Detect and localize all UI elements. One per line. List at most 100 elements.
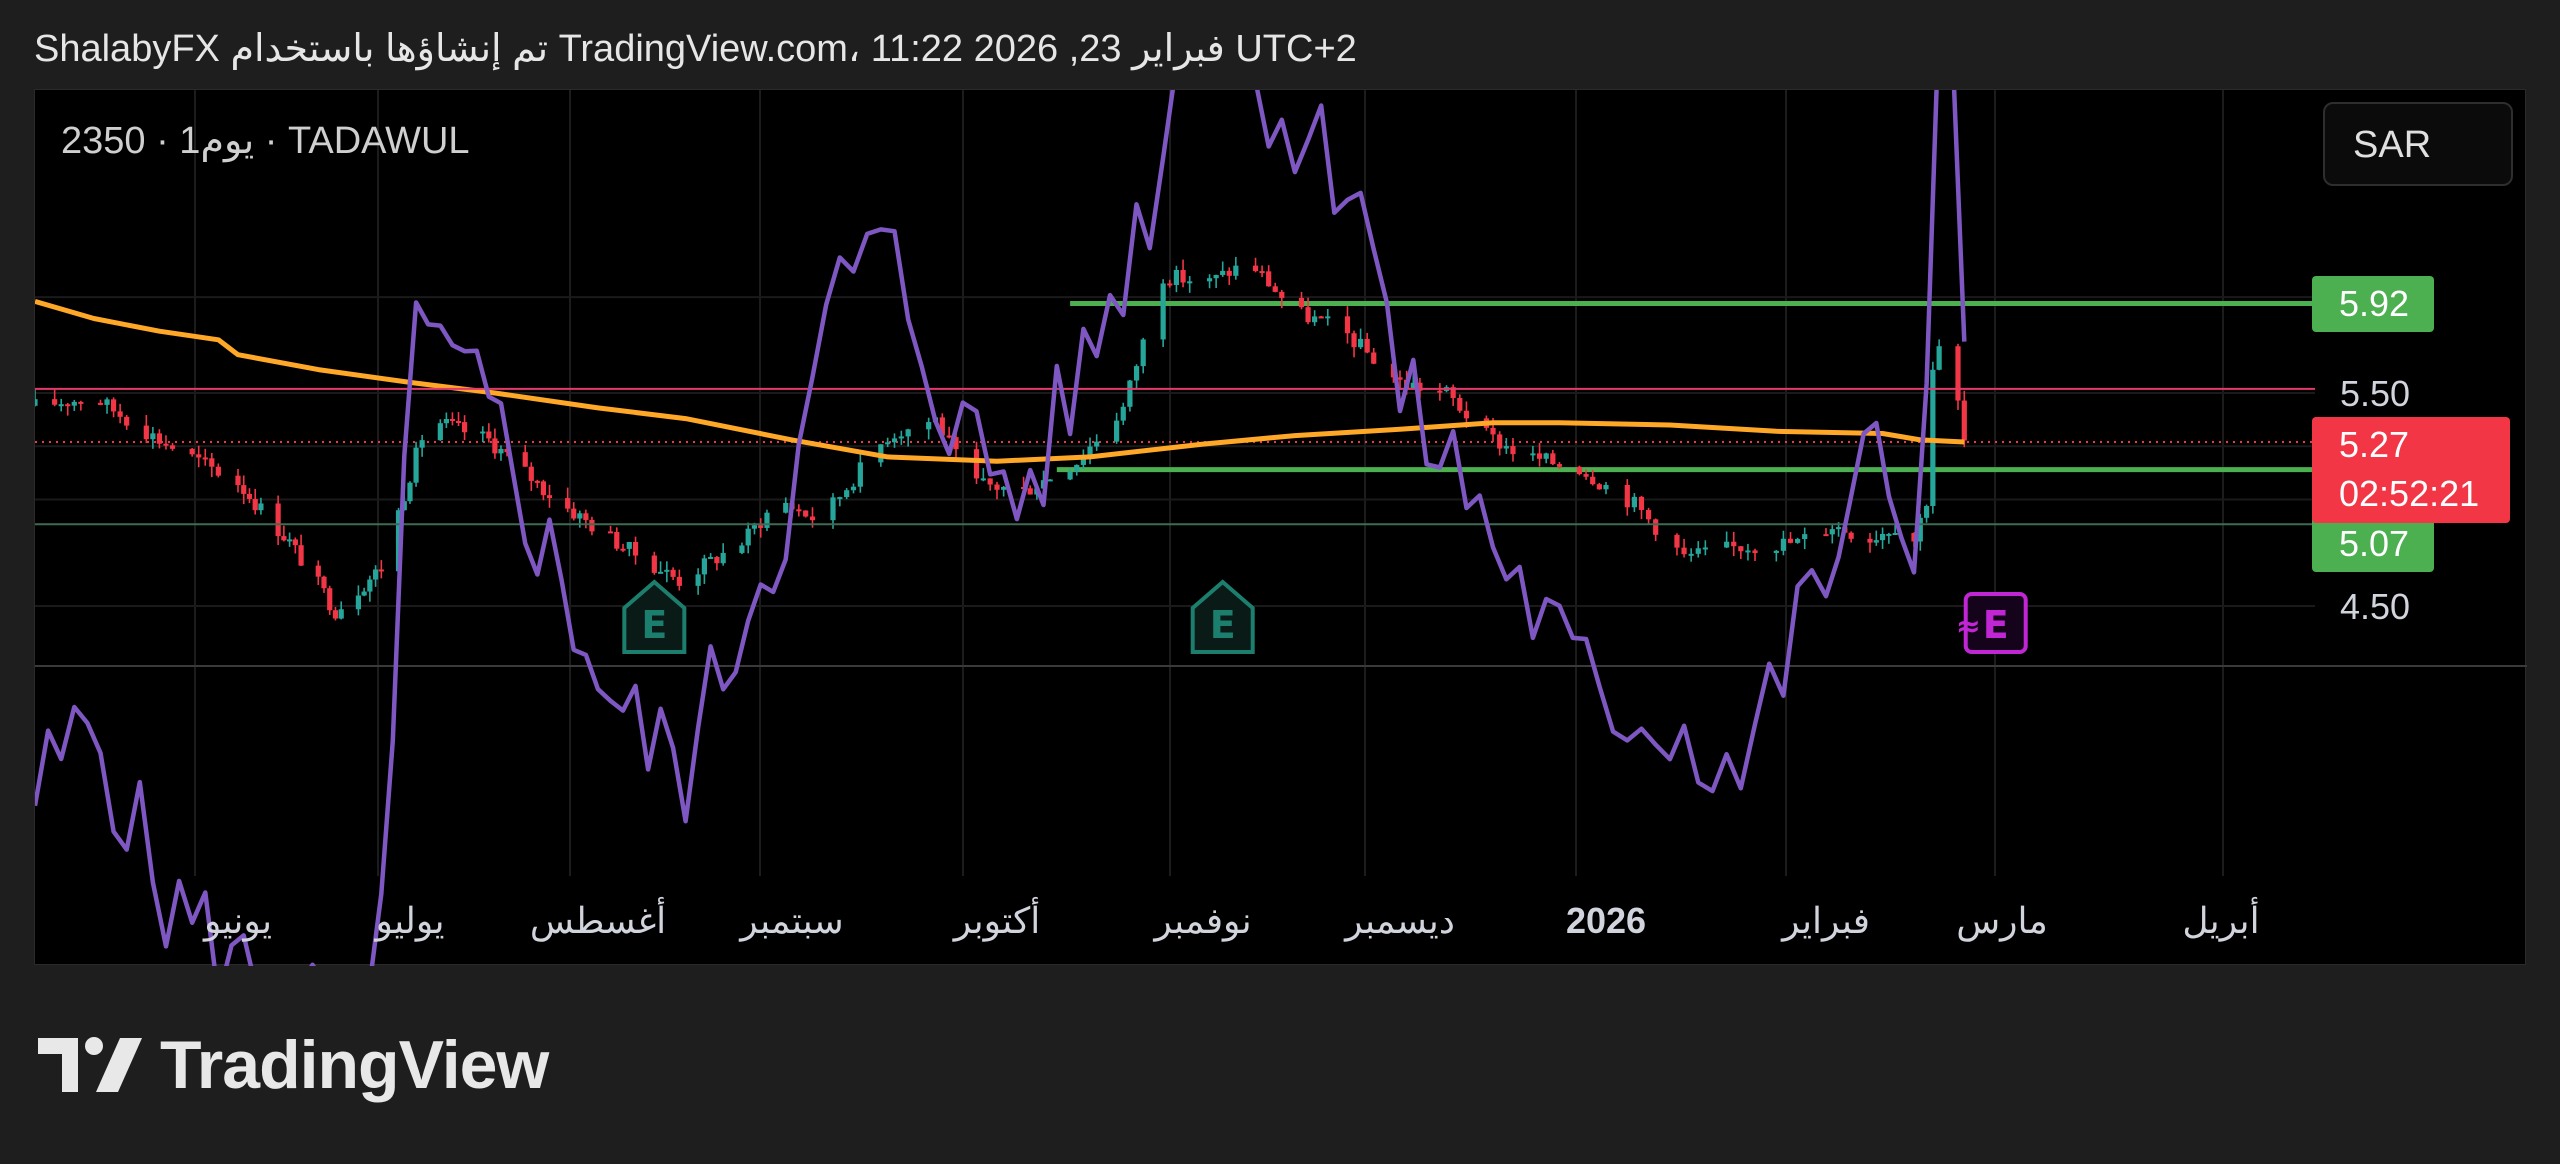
candle [571, 508, 577, 519]
currency-button[interactable]: SAR [2323, 102, 2513, 186]
candle [1312, 316, 1318, 323]
candle [939, 417, 945, 436]
candle [338, 609, 344, 619]
candle [1213, 275, 1219, 279]
chart-panel[interactable]: EE≈E 5.504.5075.0050.00يونيويوليوأغسطسسب… [34, 89, 2527, 966]
candles [35, 256, 1967, 621]
candle [1318, 316, 1324, 319]
candle [764, 512, 770, 528]
candle [1272, 286, 1278, 292]
candle [1603, 484, 1609, 490]
candle [1351, 333, 1357, 348]
candle [620, 548, 626, 551]
candle [58, 404, 64, 407]
time-axis-label: فبراير [1780, 900, 1870, 942]
candle [241, 485, 247, 494]
candle [1961, 400, 1967, 441]
candle [1364, 338, 1370, 353]
candle [298, 545, 304, 566]
candle [292, 539, 298, 546]
time-axis-label: نوفمبر [1152, 900, 1251, 942]
candle [885, 442, 891, 445]
candle [1835, 527, 1842, 530]
earnings-marker: E [622, 579, 687, 654]
candle [1167, 283, 1173, 286]
candle [1410, 382, 1416, 389]
candle [287, 539, 293, 542]
candle [395, 510, 402, 572]
candle [1795, 538, 1801, 543]
candle [1867, 538, 1873, 543]
symbol-label: 2350 · 1يوم · TADAWUL [61, 120, 470, 162]
candle [1695, 548, 1701, 554]
candle [1397, 377, 1403, 380]
earnings-marker: E [1190, 579, 1255, 654]
candle [373, 569, 379, 580]
candle [783, 502, 789, 513]
earnings-marker-label: E [1983, 603, 2009, 647]
candle [480, 431, 486, 434]
candle [1497, 434, 1503, 449]
candle [987, 478, 993, 485]
candle [1780, 538, 1787, 551]
candle [714, 556, 720, 564]
candle [1371, 352, 1377, 364]
candle [1220, 270, 1226, 276]
candle [163, 443, 169, 446]
moving-average [35, 298, 1965, 464]
candle [1074, 464, 1080, 472]
earnings-marker-shape [1190, 579, 1255, 654]
candle [355, 595, 361, 610]
candle [97, 402, 104, 405]
time-axis-label: يوليو [373, 900, 444, 942]
approx-icon: ≈ [1956, 609, 1981, 644]
candle [258, 503, 264, 511]
candle [1550, 453, 1556, 465]
candle [1917, 517, 1923, 542]
candle [1490, 427, 1496, 435]
time-axis-label: سبتمبر [738, 900, 843, 942]
candle [583, 513, 589, 520]
candle [1173, 270, 1180, 285]
candle [1047, 479, 1053, 482]
candle [546, 495, 553, 499]
candle [461, 422, 468, 433]
candle [857, 462, 863, 487]
candle [169, 445, 176, 449]
candle [1252, 265, 1259, 272]
candle [522, 452, 528, 467]
candle [720, 552, 726, 564]
price-chart[interactable]: EE≈E 5.504.5075.0050.00يونيويوليوأغسطسسب… [35, 90, 2527, 966]
candle [1773, 550, 1779, 554]
candle [196, 454, 202, 458]
time-axis-label: أكتوبر [952, 896, 1040, 942]
candle [973, 449, 980, 479]
candle [419, 440, 425, 448]
candle [1140, 339, 1146, 367]
candle [953, 437, 959, 450]
candle [1590, 476, 1596, 485]
candle [35, 399, 38, 406]
candle [898, 436, 904, 439]
candle [1892, 533, 1898, 536]
candle [124, 416, 130, 426]
candle [437, 423, 443, 441]
candle [275, 503, 281, 537]
candle [486, 431, 492, 439]
candle [1067, 471, 1073, 480]
candle [52, 399, 58, 405]
candle [1724, 541, 1730, 548]
candle [1226, 270, 1232, 276]
candle [577, 513, 583, 519]
candle [1417, 382, 1423, 391]
candle [1802, 534, 1808, 539]
candle [614, 531, 620, 549]
candle [156, 433, 163, 444]
candle [607, 531, 614, 534]
candle [905, 429, 911, 437]
candle [695, 574, 701, 586]
candle [332, 610, 339, 619]
candle [1127, 380, 1133, 407]
candle [1823, 534, 1829, 537]
earnings-marker-label: E [1210, 603, 1236, 647]
